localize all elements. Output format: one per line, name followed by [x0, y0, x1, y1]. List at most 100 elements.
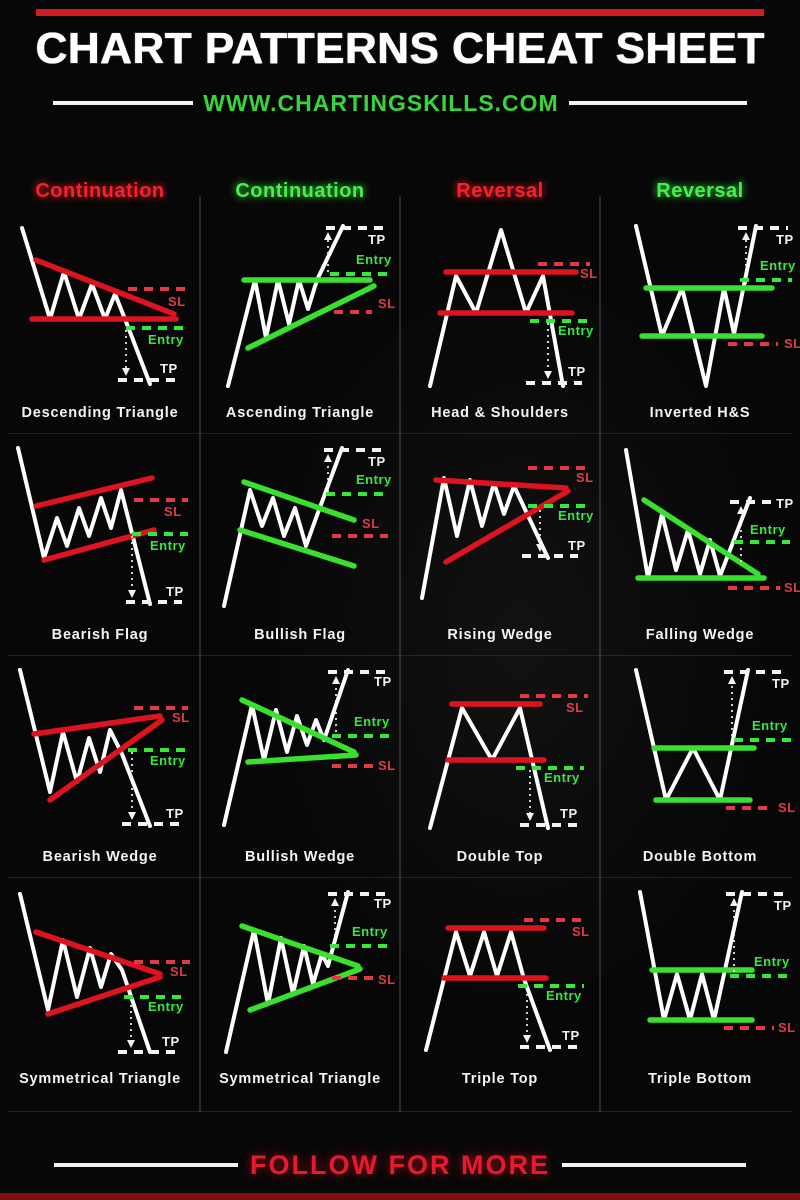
- footer-text: FOLLOW FOR MORE: [250, 1149, 550, 1180]
- trend-line-bull: [245, 752, 359, 765]
- pattern-caption: Rising Wedge: [447, 627, 553, 643]
- level-label-tp: TP: [162, 1034, 180, 1049]
- trend-line-bear: [33, 475, 155, 509]
- footer-row: FOLLOW FOR MORE: [0, 1148, 800, 1182]
- price-line: [18, 668, 152, 828]
- pattern-caption: Symmetrical Triangle: [19, 1071, 181, 1087]
- page-title: CHART PATTERNS CHEAT SHEET: [35, 24, 765, 73]
- measure-arrowhead: [526, 813, 534, 821]
- price-line: [222, 668, 350, 827]
- level-label-sl: SL: [778, 1020, 796, 1035]
- pattern-cell-1: SL Entry TP Descending Triangle: [0, 210, 200, 432]
- price-line: [420, 476, 550, 600]
- website-rule-left: [53, 101, 194, 105]
- level-label-sl: SL: [778, 800, 796, 815]
- pattern-cell-12: TP Entry SL Double Bottom: [600, 654, 800, 876]
- price-line: [222, 446, 344, 608]
- level-label-sl: SL: [784, 580, 800, 595]
- trend-line-bear: [33, 257, 177, 317]
- measure-arrowhead: [728, 676, 736, 684]
- trend-line-bear: [45, 974, 163, 1017]
- trend-line-bear: [47, 717, 165, 803]
- measure-arrowhead: [324, 232, 332, 240]
- measure-arrowhead: [127, 1040, 135, 1048]
- level-label-sl: SL: [378, 972, 396, 987]
- pattern-cell-13: SL Entry TP Symmetrical Triangle: [0, 876, 200, 1098]
- column-headers: Continuation Continuation Reversal Rever…: [0, 180, 800, 203]
- pattern-caption: Triple Top: [461, 1071, 539, 1087]
- patterns-grid: SL Entry TP Descending Triangle TP Entry SL Asc…: [0, 210, 800, 1098]
- pattern-drawing: SL Entry TP: [428, 228, 597, 388]
- level-label-tp: TP: [774, 898, 792, 913]
- column-divider-1: [199, 196, 201, 1112]
- level-label-tp: TP: [568, 538, 586, 553]
- level-label-sl: SL: [566, 700, 584, 715]
- pattern-drawing: TP Entry SL: [224, 890, 396, 1054]
- level-label-sl: SL: [572, 924, 590, 939]
- pattern-caption: Inverted H&S: [649, 405, 751, 421]
- row-divider-1: [8, 433, 792, 434]
- pattern-drawing: SL Entry TP: [16, 446, 188, 606]
- level-label-entry: Entry: [558, 508, 594, 523]
- pattern-caption: Bearish Wedge: [42, 849, 158, 865]
- level-label-sl: SL: [168, 294, 186, 309]
- level-label-entry: Entry: [148, 332, 184, 347]
- level-label-entry: Entry: [546, 988, 582, 1003]
- measure-arrowhead: [742, 232, 750, 240]
- level-label-tp: TP: [776, 232, 794, 247]
- measure-arrowhead: [122, 368, 130, 376]
- trend-line-bear: [31, 713, 163, 737]
- price-line: [428, 706, 550, 830]
- price-line: [428, 228, 565, 388]
- pattern-cell-16: TP Entry SL Triple Bottom: [600, 876, 800, 1098]
- level-label-entry: Entry: [754, 954, 790, 969]
- measure-arrowhead: [332, 676, 340, 684]
- pattern-caption: Double Bottom: [642, 849, 758, 865]
- price-line: [224, 890, 350, 1054]
- level-label-sl: SL: [576, 470, 594, 485]
- trend-line-bull: [241, 479, 357, 523]
- pattern-drawing: SL Entry TP: [420, 466, 594, 600]
- column-header-3: Reversal: [456, 180, 544, 202]
- website-text: WWW.CHARTINGSKILLS.COM: [203, 89, 559, 116]
- pattern-drawing: TP Entry SL: [634, 224, 800, 388]
- level-label-entry: Entry: [760, 258, 796, 273]
- pattern-caption: Triple Bottom: [648, 1071, 752, 1087]
- top-accent-bar: [36, 9, 764, 16]
- price-line: [638, 890, 744, 1022]
- measure-arrowhead: [523, 1035, 531, 1043]
- level-label-tp: TP: [374, 674, 392, 689]
- measure-arrowhead: [737, 506, 745, 514]
- level-label-tp: TP: [568, 364, 586, 379]
- measure-arrowhead: [324, 454, 332, 462]
- measure-arrowhead: [331, 898, 339, 906]
- trend-line-bull: [247, 966, 363, 1013]
- pattern-cell-15: SL Entry TP Triple Top: [400, 876, 600, 1098]
- pattern-cell-6: TP Entry SL Bullish Flag: [200, 432, 400, 654]
- price-line: [20, 226, 152, 386]
- level-label-tp: TP: [368, 232, 386, 247]
- level-label-tp: TP: [560, 806, 578, 821]
- footer-rule-right: [561, 1163, 746, 1167]
- pattern-cell-9: SL Entry TP Bearish Wedge: [0, 654, 200, 876]
- column-divider-3: [599, 196, 601, 1112]
- price-line: [16, 446, 152, 606]
- measure-arrowhead: [730, 898, 738, 906]
- pattern-caption: Head & Shoulders: [431, 405, 569, 421]
- pattern-caption: Ascending Triangle: [225, 405, 375, 421]
- pattern-caption: Symmetrical Triangle: [219, 1071, 381, 1087]
- level-label-entry: Entry: [150, 753, 186, 768]
- pattern-drawing: TP Entry SL: [222, 446, 392, 608]
- pattern-caption: Bearish Flag: [51, 627, 149, 643]
- level-label-entry: Entry: [356, 252, 392, 267]
- pattern-drawing: TP Entry SL: [638, 890, 796, 1035]
- level-label-sl: SL: [164, 504, 182, 519]
- trend-line-bull: [641, 497, 761, 577]
- price-line: [226, 224, 345, 388]
- price-line: [18, 892, 152, 1054]
- level-label-tp: TP: [166, 806, 184, 821]
- pattern-drawing: SL Entry TP: [18, 668, 189, 828]
- pattern-cell-11: SL Entry TP Double Top: [400, 654, 600, 876]
- pattern-drawing: TP Entry SL: [634, 668, 796, 815]
- level-label-tp: TP: [562, 1028, 580, 1043]
